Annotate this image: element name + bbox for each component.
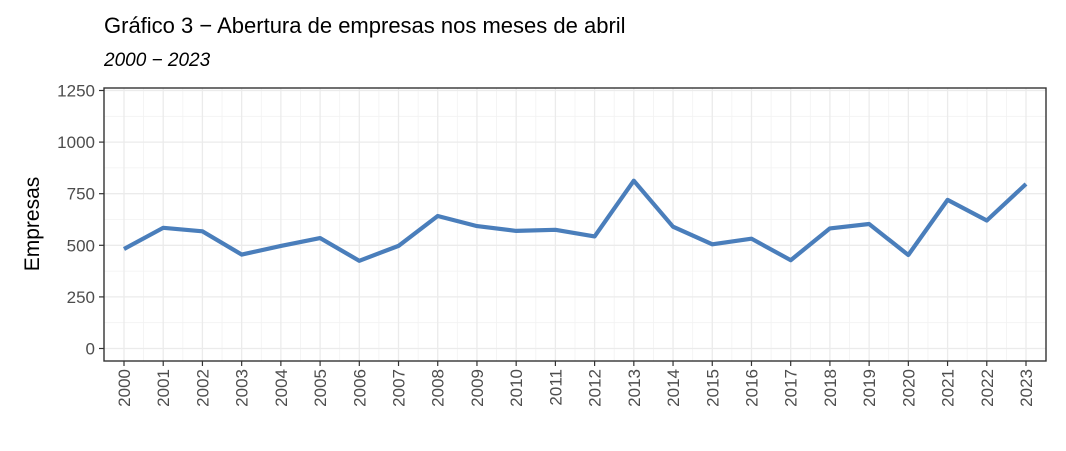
x-tick-label: 2001 <box>154 369 173 407</box>
x-tick-label: 2014 <box>664 369 683 407</box>
x-tick-label: 2019 <box>860 369 879 407</box>
y-axis-title: Empresas <box>21 177 44 272</box>
x-tick-label: 2000 <box>115 369 134 407</box>
x-tick-label: 2005 <box>311 369 330 407</box>
x-tick-label: 2022 <box>978 369 997 407</box>
x-tick-label: 2021 <box>939 369 958 407</box>
x-axis: 2000 2001 2002 2003 2004 2005 2006 2007 2008 2009… <box>115 361 1036 407</box>
x-tick-label: 2003 <box>233 369 252 407</box>
y-axis: 0 250 500 750 1000 1250 <box>57 82 104 359</box>
x-tick-label: 2016 <box>742 369 761 407</box>
x-tick-label: 2015 <box>703 369 722 407</box>
x-tick-label: 2008 <box>429 369 448 407</box>
x-tick-label: 2023 <box>1017 369 1036 407</box>
chart-title: Gráfico 3 − Abertura de empresas nos mes… <box>104 13 626 38</box>
y-tick-label: 750 <box>67 185 95 204</box>
series-group <box>123 178 1028 263</box>
x-tick-label: 2006 <box>350 369 369 407</box>
x-tick-label: 2011 <box>546 369 565 406</box>
x-tick-label: 2010 <box>507 369 526 407</box>
y-tick-label: 500 <box>67 236 95 255</box>
x-tick-label: 2009 <box>468 369 487 407</box>
y-tick-label: 250 <box>67 288 95 307</box>
y-tick-label: 1250 <box>57 82 95 101</box>
y-tick-label: 0 <box>86 340 95 359</box>
minor-grid <box>104 88 1046 361</box>
x-tick-label: 2020 <box>899 369 918 407</box>
x-tick-label: 2017 <box>782 369 801 407</box>
x-tick-label: 2012 <box>586 369 605 407</box>
x-tick-label: 2013 <box>625 369 644 407</box>
x-tick-label: 2007 <box>390 369 409 407</box>
series-line <box>123 178 1028 263</box>
plot-panel-border <box>103 87 1047 362</box>
x-tick-label: 2004 <box>272 369 291 407</box>
x-tick-label: 2018 <box>821 369 840 407</box>
x-tick-label: 2002 <box>193 369 212 407</box>
y-tick-label: 1000 <box>57 133 95 152</box>
chart-subtitle: 2000 − 2023 <box>104 50 211 71</box>
major-grid <box>104 88 1046 361</box>
